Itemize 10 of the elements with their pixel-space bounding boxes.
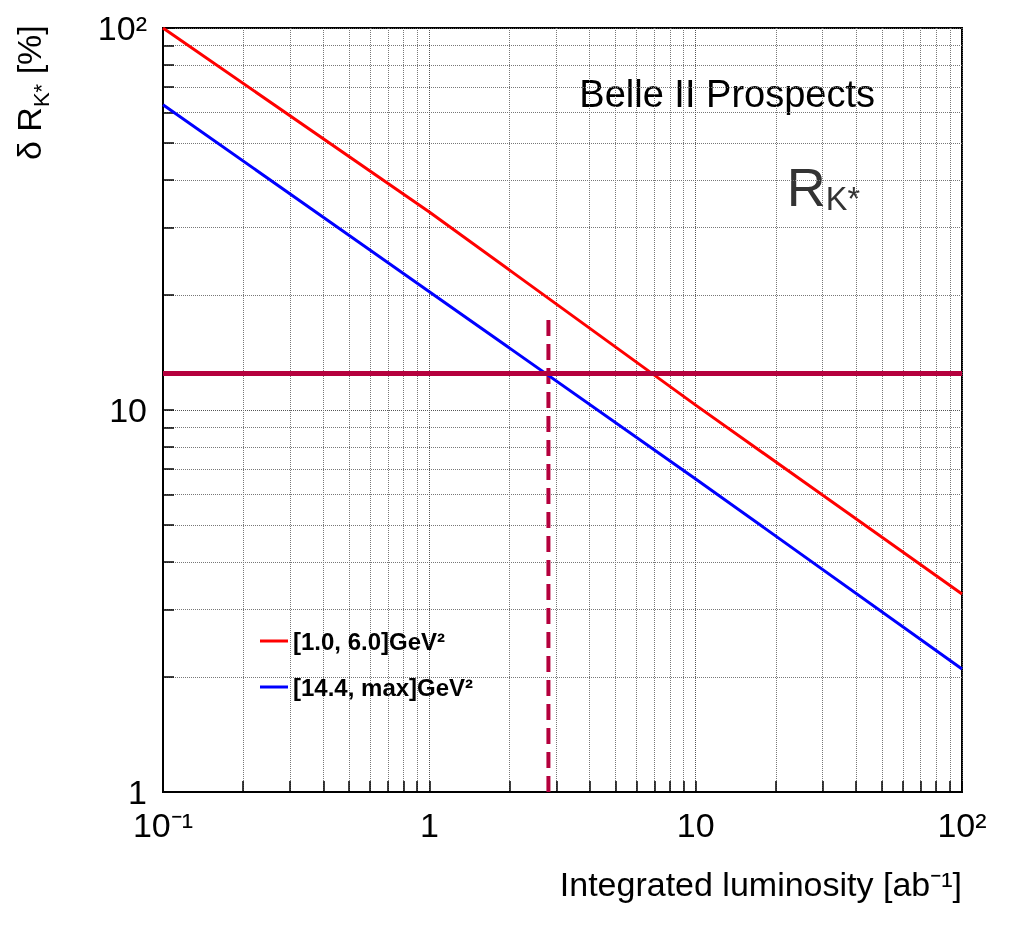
- x-tick-label: 1: [419, 806, 439, 844]
- y-tick-label: 10²: [97, 9, 147, 47]
- y-tick-label: 10: [109, 391, 147, 429]
- x-tick-label: 10²: [937, 806, 987, 844]
- legend-label: [14.4, max]GeV²: [293, 673, 474, 701]
- legend-label: [1.0, 6.0]GeV²: [293, 627, 446, 655]
- x-axis-title: Integrated luminosity [ab⁻¹]: [559, 865, 962, 903]
- x-tick-label: 10: [676, 806, 715, 844]
- annotation: RK*: [786, 157, 861, 218]
- annotation: Belle II Prospects: [579, 73, 875, 115]
